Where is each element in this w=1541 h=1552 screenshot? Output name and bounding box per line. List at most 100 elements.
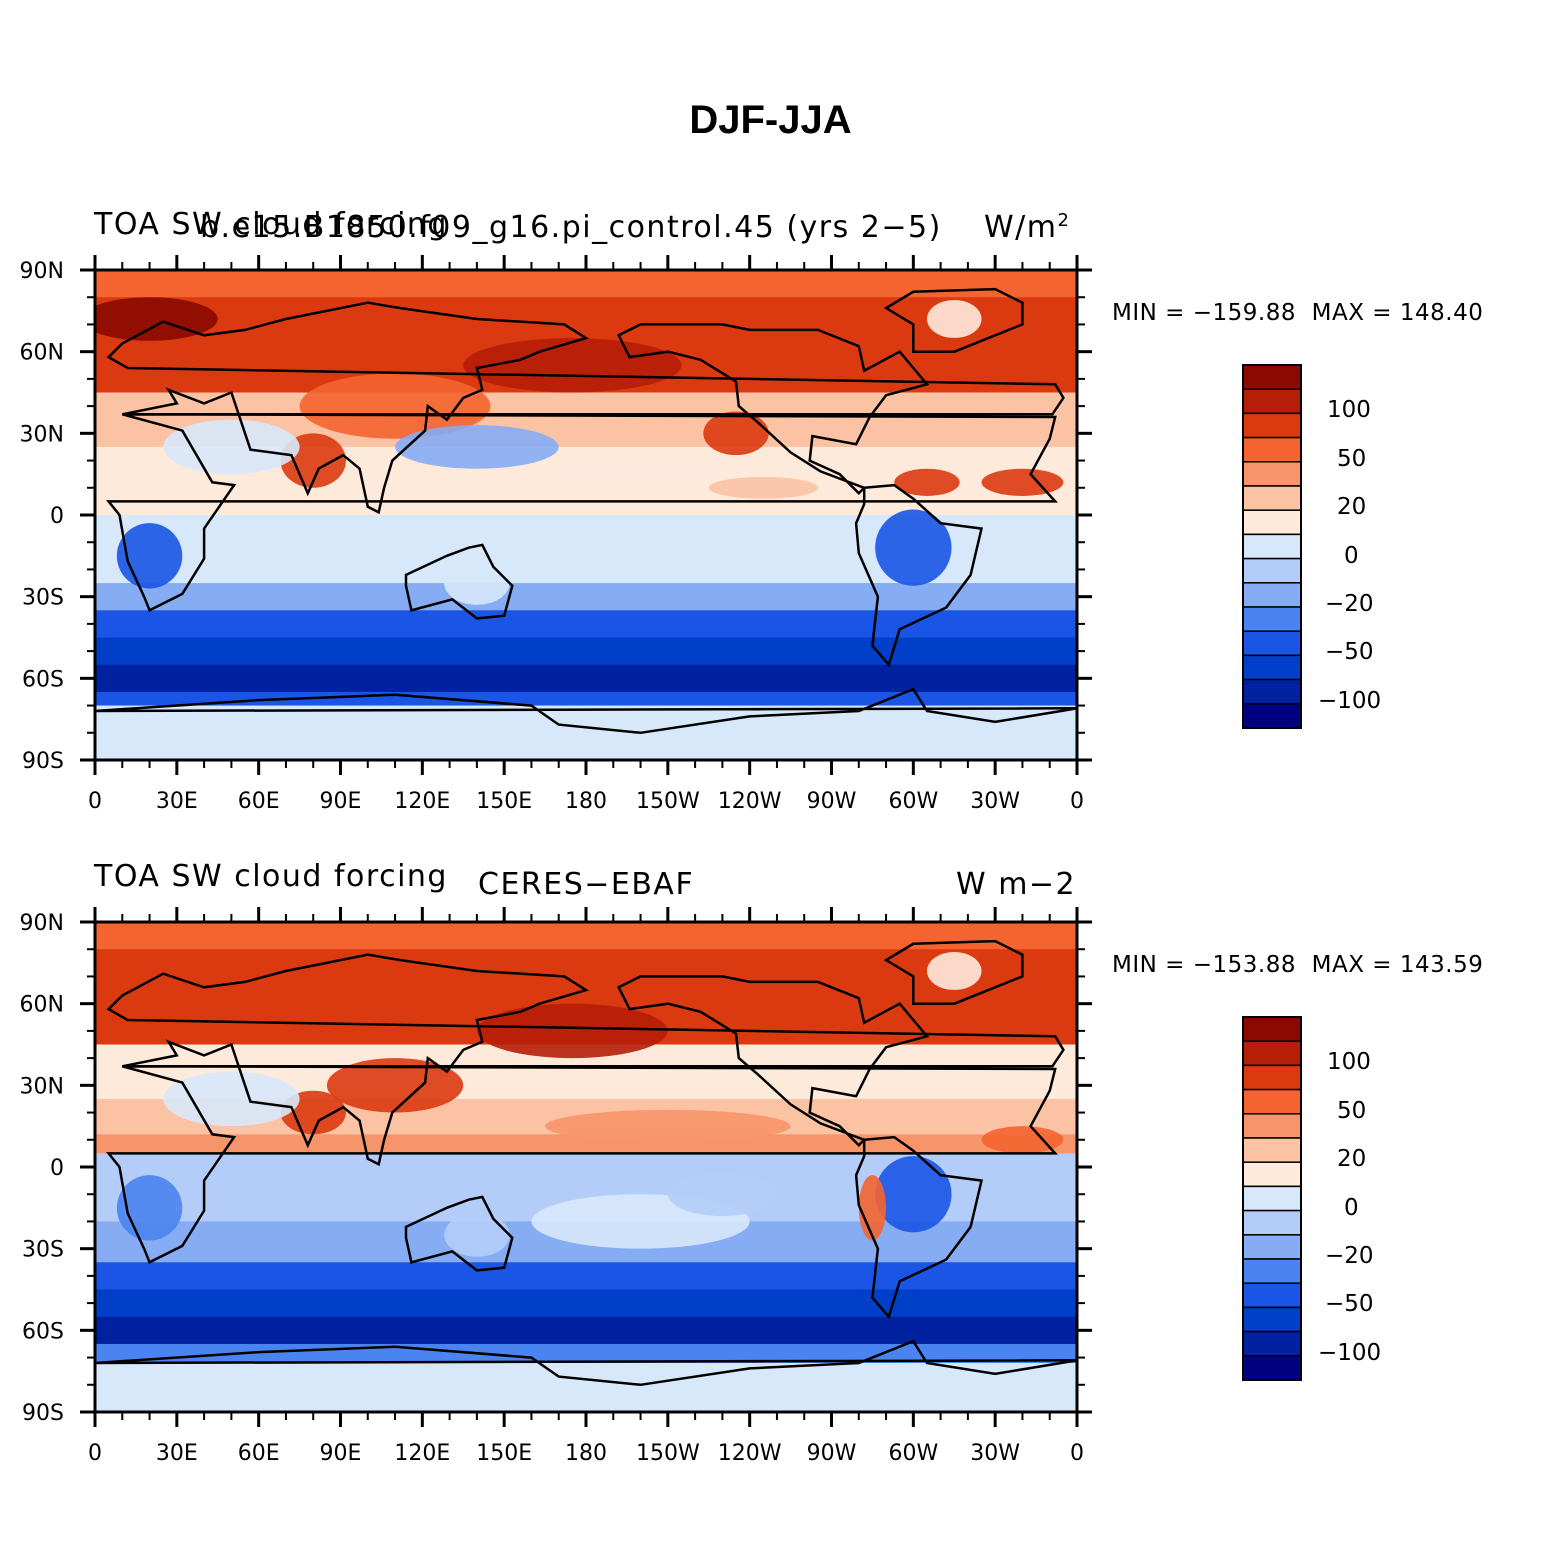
continent-outline — [95, 1339, 1077, 1387]
contour-region — [395, 425, 559, 469]
lat-tick-label: 30N — [20, 1074, 64, 1099]
colorbar-label: 0 — [1344, 542, 1359, 569]
lon-tick-label: 150E — [476, 789, 532, 814]
observation-map: 90N 60N 30N 0 30S 60S 90S 0 30E 60E 90E 120E 150E 180… — [20, 907, 1092, 1466]
min-max-readout: MIN = −159.88 MAX = 148.40 — [1112, 300, 1484, 326]
contour-region — [444, 561, 510, 605]
continent-outline — [617, 323, 930, 495]
lon-tick-label: 30E — [156, 789, 198, 814]
continent-outline — [95, 687, 1077, 735]
colorbar-swatch — [1242, 1016, 1302, 1042]
lon-tick-label: 150W — [636, 1441, 700, 1466]
lon-tick-label: 0 — [1070, 1441, 1084, 1466]
lon-tick-label: 90E — [320, 1441, 362, 1466]
model-panel: TOA SW cloud forcing b.e15.B1850.f09_g16… — [0, 0, 1541, 814]
max-label: MAX — [1311, 952, 1365, 978]
colorbar-label: 50 — [1337, 1097, 1367, 1124]
colorbar-swatch — [1242, 461, 1302, 487]
colorbar-label: −50 — [1325, 639, 1374, 666]
contour-region — [476, 1003, 668, 1059]
contour-region — [667, 1172, 777, 1216]
model-map: 90N 60N 30N 0 30S 60S 90S 0 30E 60E 90E 120E 150E 180… — [20, 255, 1092, 814]
colorbar-swatch — [1242, 388, 1302, 415]
colorbar-swatch — [1242, 1258, 1302, 1284]
lon-tick-label: 90W — [807, 789, 857, 814]
continent-outline — [404, 543, 514, 620]
contour-region — [444, 1213, 510, 1257]
observation-panel: TOA SW cloud forcing CERES−EBAF W m−2 90… — [0, 652, 1541, 1466]
contour-region — [299, 373, 491, 439]
continent-outline — [883, 939, 1024, 1005]
continent-outline — [854, 1135, 984, 1320]
panel-center-title: b.e15.B1850.f09_g16.pi_control.45 (yrs 2… — [200, 210, 942, 245]
colorbar-label: −20 — [1325, 1243, 1374, 1269]
lon-tick-label: 180 — [565, 1441, 607, 1466]
colorbar-swatch — [1242, 364, 1302, 390]
contour-band — [95, 583, 1077, 611]
contour-region — [875, 1156, 952, 1233]
colorbar — [1242, 364, 1302, 729]
lat-tick-label: 90S — [22, 749, 64, 774]
lat-tick-label: 30S — [22, 1238, 64, 1263]
contour-region — [981, 1126, 1064, 1154]
contour-region — [163, 1071, 300, 1127]
colorbar-swatch — [1242, 436, 1302, 463]
min-value: −153.88 — [1192, 952, 1296, 978]
max-label: MAX — [1311, 300, 1365, 326]
colorbar-swatch — [1242, 582, 1302, 608]
colorbar-swatch — [1242, 1306, 1302, 1333]
panel-units-title: W/m2 — [984, 210, 1071, 245]
lon-tick-label: 60E — [238, 789, 280, 814]
continent-outline — [106, 953, 1065, 1167]
max-value: 148.40 — [1399, 300, 1484, 326]
panel-units-title: W m−2 — [956, 867, 1077, 902]
lon-tick-label: 150E — [476, 1441, 532, 1466]
contour-band — [95, 637, 1077, 666]
colorbar-swatch — [1242, 1234, 1302, 1260]
lon-tick-label: 0 — [88, 789, 102, 814]
colorbar-label: 20 — [1337, 494, 1367, 521]
max-value: 143.59 — [1399, 952, 1484, 978]
lon-tick-label: 60W — [888, 789, 938, 814]
colorbar-swatch — [1242, 1040, 1302, 1067]
lat-tick-label: 60N — [20, 993, 64, 1018]
colorbar-swatch — [1242, 1209, 1302, 1236]
panel-left-title: TOA SW cloud forcing — [94, 859, 448, 894]
contour-region — [926, 299, 982, 339]
contour-region — [545, 457, 737, 491]
lon-tick-label: 120E — [394, 1441, 450, 1466]
lat-tick-label: 0 — [50, 1156, 64, 1181]
colorbar-swatch — [1242, 412, 1302, 439]
lat-tick-label: 0 — [50, 504, 64, 529]
figure-title: DJF-JJA — [689, 98, 852, 142]
min-value: −159.88 — [1192, 300, 1296, 326]
contour-region — [894, 468, 960, 496]
lon-tick-label: 180 — [565, 789, 607, 814]
colorbar — [1242, 1016, 1302, 1381]
colorbar-swatch — [1242, 1185, 1302, 1212]
colorbar-label: 100 — [1327, 1049, 1371, 1076]
colorbar-label: −50 — [1325, 1291, 1374, 1318]
lon-tick-label: 60E — [238, 1441, 280, 1466]
contour-region — [545, 1109, 791, 1143]
lon-tick-label: 60W — [888, 1441, 938, 1466]
lon-tick-label: 120W — [718, 1441, 782, 1466]
lat-tick-label: 90N — [20, 911, 64, 936]
lon-tick-label: 30W — [970, 789, 1020, 814]
colorbar-swatch — [1242, 533, 1302, 560]
contour-region — [858, 1175, 887, 1241]
colorbar-label: −100 — [1318, 687, 1382, 714]
lat-tick-label: 30S — [22, 586, 64, 611]
contour-region — [163, 419, 300, 475]
min-max-readout: MIN = −153.88 MAX = 143.59 — [1112, 952, 1484, 978]
contour-band — [95, 664, 1077, 693]
colorbar-label: 100 — [1327, 397, 1371, 424]
lon-tick-label: 0 — [1070, 789, 1084, 814]
lon-tick-label: 120E — [394, 789, 450, 814]
colorbar-swatch — [1242, 557, 1302, 584]
lon-tick-label: 120W — [718, 789, 782, 814]
continent-outline — [404, 1195, 514, 1272]
lon-tick-label: 90W — [807, 1441, 857, 1466]
colorbar-swatch — [1242, 1137, 1302, 1163]
colorbar-swatch — [1242, 606, 1302, 632]
